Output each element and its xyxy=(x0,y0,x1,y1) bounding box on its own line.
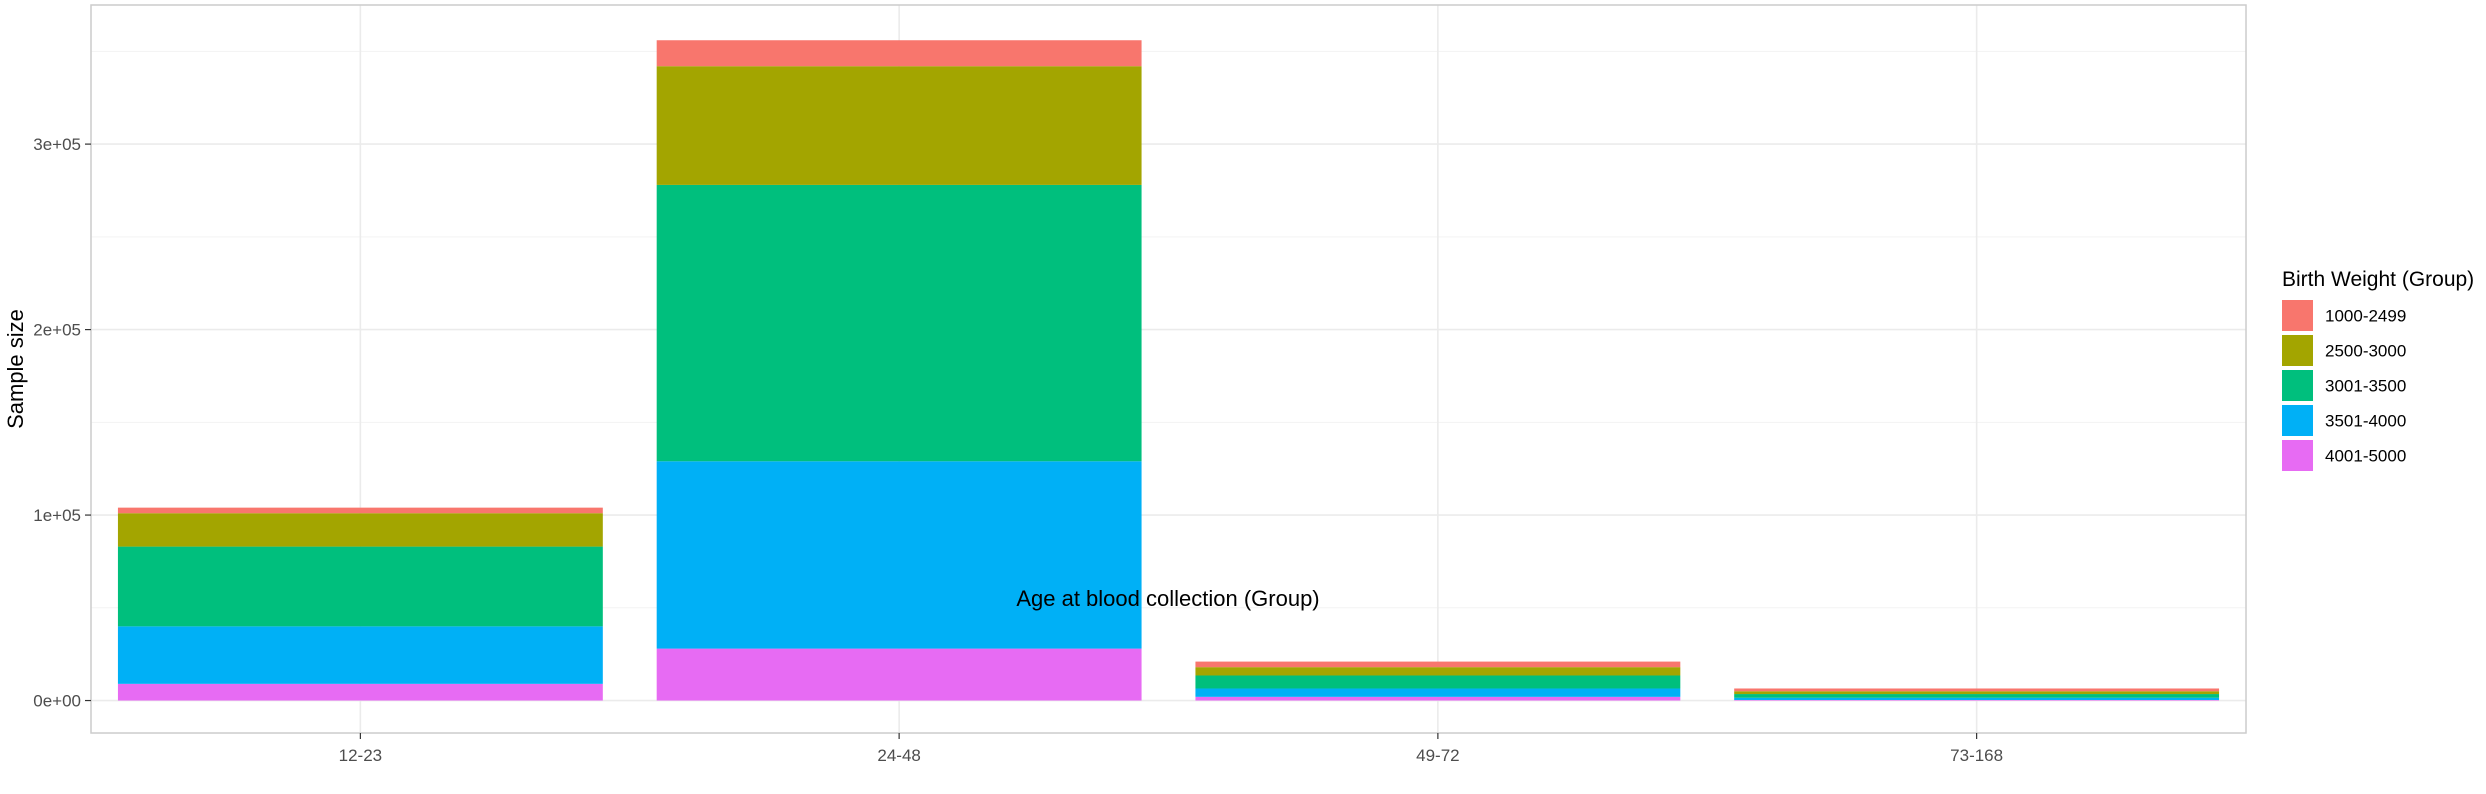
bar-segment xyxy=(1195,661,1681,668)
y-axis-title: Sample size xyxy=(3,309,28,429)
legend-key xyxy=(2282,335,2313,366)
legend-key xyxy=(2282,405,2313,436)
bar-segment xyxy=(1734,697,2220,700)
bar-segment xyxy=(1195,696,1681,701)
bar-segment xyxy=(656,648,1142,701)
legend-label: 1000-2499 xyxy=(2325,307,2406,326)
bar-segment xyxy=(1195,688,1681,697)
y-tick-label: 2e+05 xyxy=(33,321,81,340)
y-tick-label: 3e+05 xyxy=(33,135,81,154)
legend-label: 3001-3500 xyxy=(2325,377,2406,396)
legend-label: 4001-5000 xyxy=(2325,447,2406,466)
bar-segment xyxy=(1734,699,2220,701)
x-axis-title: Age at blood collection (Group) xyxy=(1016,586,1319,611)
bar-segment xyxy=(1734,691,2220,695)
legend-title: Birth Weight (Group) xyxy=(2282,268,2474,291)
bar-segment xyxy=(117,513,603,547)
x-axis-ticks: 12-23 24-48 49-72 73-168 xyxy=(339,733,2003,765)
bar-segment xyxy=(656,66,1142,185)
x-tick-label: 24-48 xyxy=(877,746,920,765)
x-tick-label: 49-72 xyxy=(1416,746,1459,765)
bar-segment xyxy=(117,507,603,514)
legend-key xyxy=(2282,370,2313,401)
legend-key xyxy=(2282,300,2313,331)
bar-segment xyxy=(656,40,1142,67)
y-axis-ticks: 0e+00 1e+05 2e+05 3e+05 xyxy=(33,135,91,711)
bar-segment xyxy=(656,184,1142,462)
bar-segment xyxy=(117,626,603,684)
bar-segment xyxy=(656,461,1142,649)
bar-segment xyxy=(117,683,603,701)
bar-segment xyxy=(1734,694,2220,698)
legend-label: 3501-4000 xyxy=(2325,412,2406,431)
bar-segment xyxy=(1195,667,1681,676)
panel-border xyxy=(90,4,2247,734)
y-tick-label: 1e+05 xyxy=(33,506,81,525)
bars xyxy=(117,40,2220,701)
legend: Birth Weight (Group) 1000-2499 2500-3000 3… xyxy=(2282,268,2474,471)
x-tick-label: 73-168 xyxy=(1950,746,2003,765)
y-tick-label: 0e+00 xyxy=(33,692,81,711)
bar-segment xyxy=(1734,688,2220,692)
bar-segment xyxy=(117,546,603,627)
x-tick-label: 12-23 xyxy=(339,746,382,765)
bar-segment xyxy=(1195,675,1681,689)
legend-key xyxy=(2282,440,2313,471)
legend-label: 2500-3000 xyxy=(2325,342,2406,361)
